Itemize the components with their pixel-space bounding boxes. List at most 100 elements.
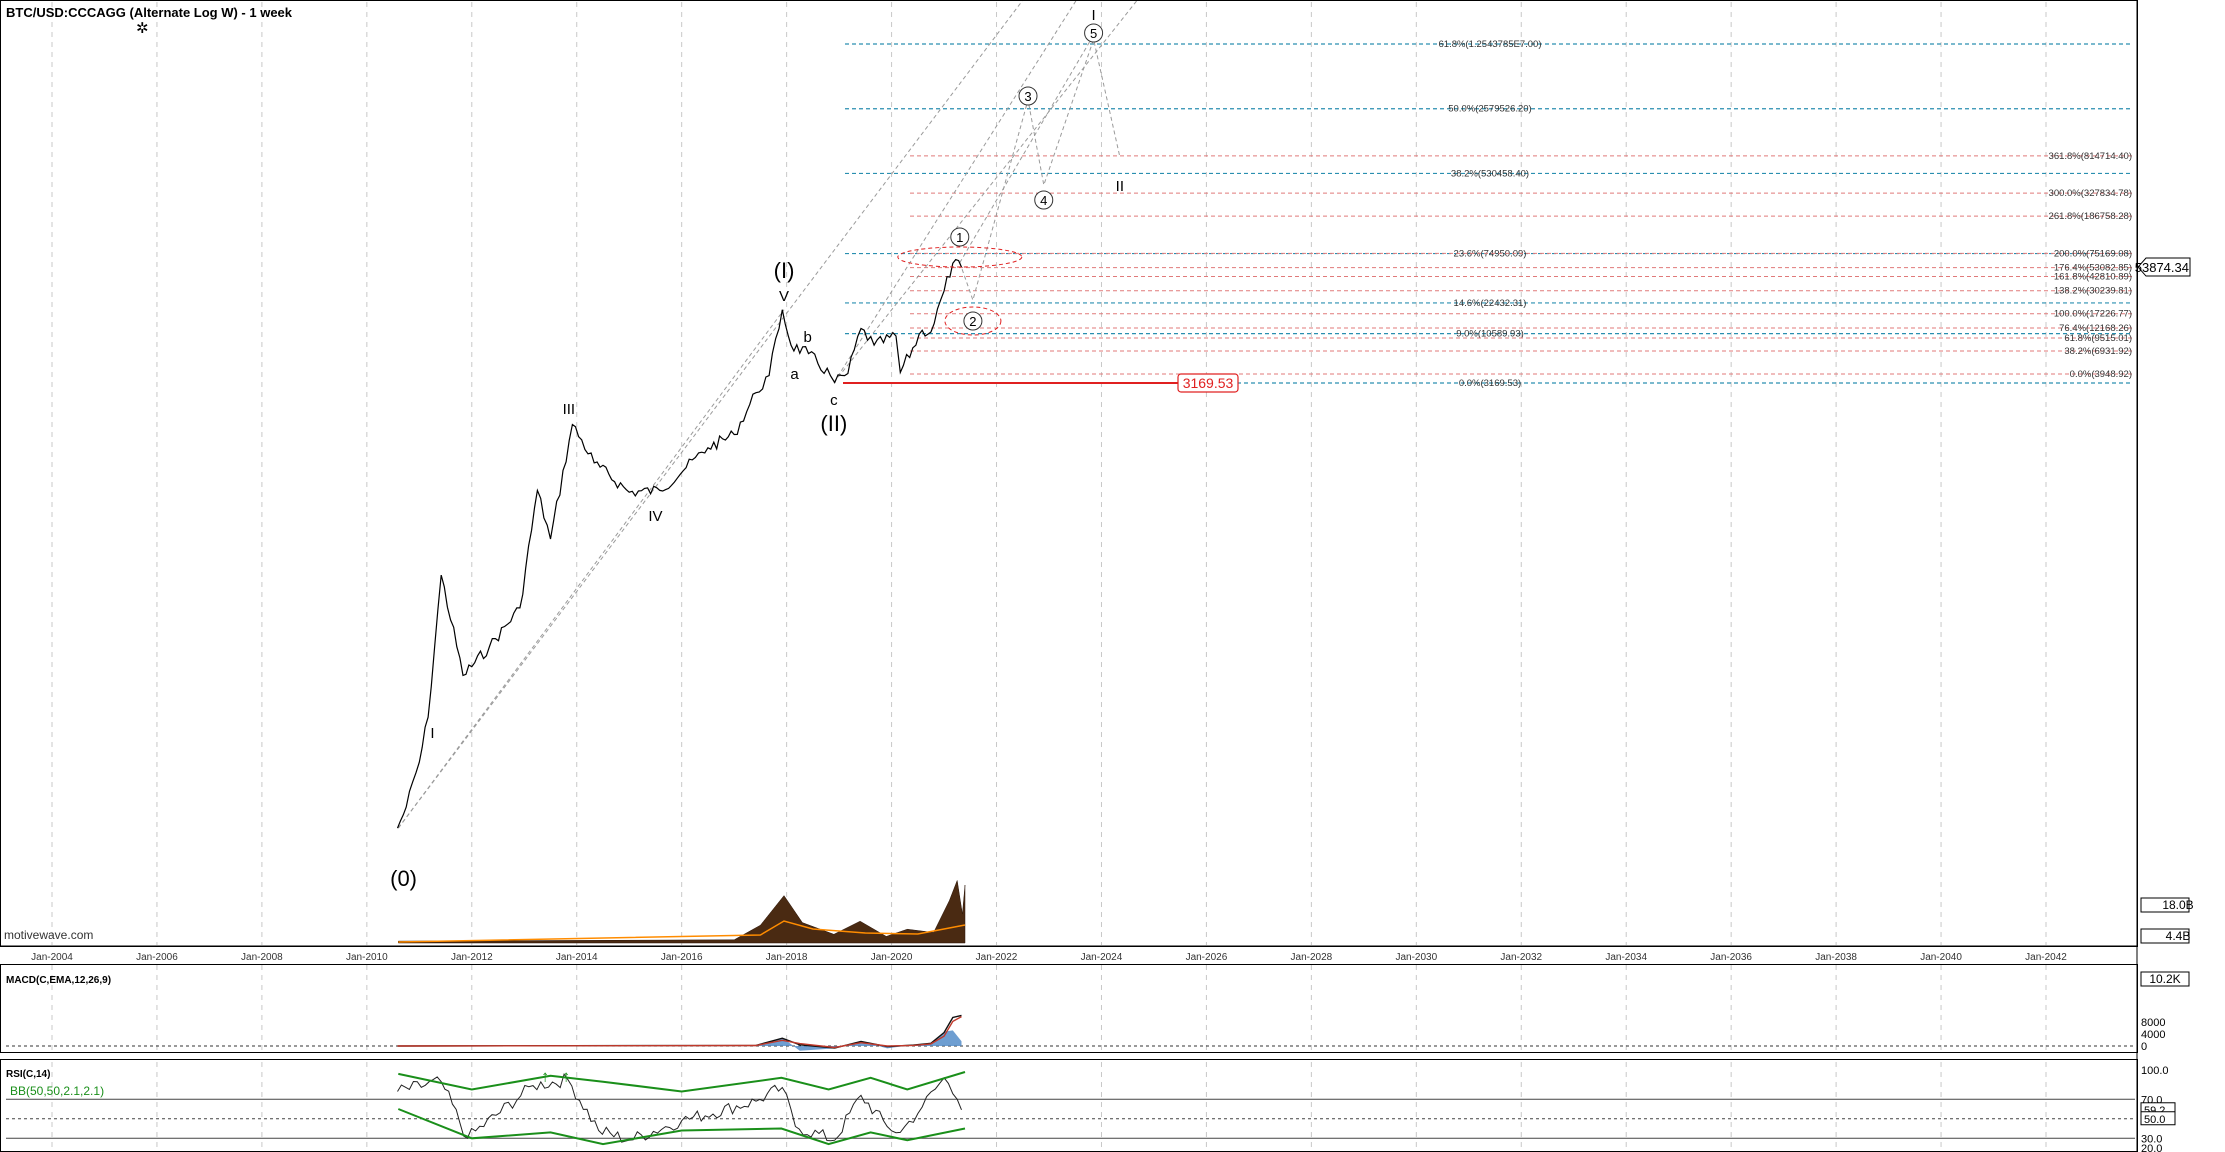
x-tick-label: Jan-2028: [1291, 952, 1333, 963]
volume-axis-label: 4.4B: [2166, 929, 2191, 943]
x-tick-label: Jan-2026: [1186, 952, 1228, 963]
wave-label-2-circle: [963, 311, 983, 331]
rsi-value-box: [2140, 1111, 2176, 1126]
x-tick-label: Jan-2014: [556, 952, 598, 963]
fib-red-label: 361.8%(814714.40): [2049, 151, 2132, 162]
x-tick-label: Jan-2020: [871, 952, 913, 963]
trend-line: [397, 0, 1024, 829]
macd-y-tick: 4000: [2141, 1029, 2165, 1041]
fib-blue-label: 38.2%(530458.40): [1451, 168, 1529, 179]
fib-blue-label: 9.0%(10589.93): [1456, 329, 1524, 340]
fib-red-label: 38.2%(6931.92): [2064, 346, 2132, 357]
wave-label-cycle-i: (I): [774, 258, 795, 283]
bb-lower-band: [397, 1108, 966, 1146]
wave-label-5: 5: [1090, 26, 1097, 41]
macd-y-tick: 0: [2141, 1041, 2147, 1053]
gear-icon[interactable]: ✲: [136, 20, 149, 37]
fib-blue-label: 14.6%(22432.31): [1454, 298, 1527, 309]
x-tick-label: Jan-2010: [346, 952, 388, 963]
x-tick-label: Jan-2030: [1395, 952, 1437, 963]
macd-current-value: 10.2K: [2149, 972, 2180, 986]
x-tick-label: Jan-2042: [2025, 952, 2067, 963]
fib-red-label: 161.8%(42810.89): [2054, 271, 2132, 282]
volume-axis-label: 18.0B: [2162, 898, 2193, 912]
projection-path: [959, 37, 1121, 302]
x-tick-label: Jan-2034: [1605, 952, 1647, 963]
fib-red-label: 100.0%(17226.77): [2054, 309, 2132, 320]
bb-upper-band: [398, 1071, 966, 1093]
rsi-title: RSI(C,14): [6, 1069, 50, 1080]
fib-blue-label: 50.0%(2579526.20): [1448, 104, 1531, 115]
wave-label-4-circle: [1034, 190, 1054, 210]
rsi-bb-label: BB(50,50,2.1,2.1): [10, 1084, 104, 1098]
rsi-current-value: 50.0: [2144, 1114, 2165, 1126]
rsi-y-tick: 100.0: [2141, 1065, 2169, 1077]
wave-label-iii: III: [563, 401, 576, 418]
x-tick-label: Jan-2022: [976, 952, 1018, 963]
wave-label-proj-ii: II: [1116, 178, 1124, 195]
volume-bars: [398, 879, 966, 944]
support-label: 3169.53: [1183, 375, 1234, 391]
rsi-y-tick: 20.0: [2141, 1143, 2162, 1152]
support-label-box: [1177, 373, 1239, 393]
chart-title: BTC/USD:CCCAGG (Alternate Log W) - 1 wee…: [6, 5, 293, 20]
fib-red-label: 200.0%(75169.08): [2054, 248, 2132, 259]
trend-line: [959, 39, 1092, 263]
fib-red-label: 261.8%(186758.28): [2049, 211, 2132, 222]
x-tick-label: Jan-2016: [661, 952, 703, 963]
x-tick-label: Jan-2032: [1500, 952, 1542, 963]
x-tick-label: Jan-2006: [136, 952, 178, 963]
wave-label-proj-i: I: [1092, 7, 1096, 24]
macd-y-tick: 8000: [2141, 1017, 2165, 1029]
fib-red-label: 0.0%(3948.92): [2070, 369, 2132, 380]
watermark: motivewave.com: [4, 928, 93, 942]
trend-line: [833, 0, 1078, 383]
fib-red-label: 176.4%(53082.85): [2054, 263, 2132, 274]
fib-red-label: 61.8%(9515.01): [2064, 333, 2132, 344]
wave-label-3-circle: [1018, 86, 1038, 106]
current-price-tag: [2137, 257, 2191, 277]
wave-label-v: V: [779, 288, 789, 305]
volume-label-box: [2140, 928, 2190, 944]
x-tick-label: Jan-2012: [451, 952, 493, 963]
x-tick-label: Jan-2036: [1710, 952, 1752, 963]
fib-red-label: 138.2%(30239.81): [2054, 286, 2132, 297]
wave-label-1-circle: [950, 227, 970, 247]
volume-label-box: [2140, 897, 2190, 913]
wave-label-a: a: [790, 366, 799, 383]
wave-label-4: 4: [1040, 193, 1047, 208]
x-tick-label: Jan-2004: [31, 952, 73, 963]
wave-label-5-circle: [1084, 23, 1104, 43]
wave-label-2: 2: [969, 314, 976, 329]
wave-label-0: (0): [390, 866, 417, 891]
x-tick-label: Jan-2008: [241, 952, 283, 963]
fib-blue-label: 23.6%(74950.09): [1454, 249, 1527, 260]
macd-line-1: [397, 1015, 962, 1049]
wave-label-i: I: [430, 725, 434, 742]
wave-label-3: 3: [1024, 89, 1031, 104]
x-tick-label: Jan-2024: [1081, 952, 1123, 963]
wave-label-c: c: [830, 392, 838, 409]
rsi-y-tick: 30.0: [2141, 1133, 2162, 1145]
x-tick-label: Jan-2018: [766, 952, 808, 963]
fib-red-label: 76.4%(12168.26): [2059, 323, 2132, 334]
current-price-label: 53874.34: [2135, 260, 2189, 275]
fib-red-label: 300.0%(327834.78): [2049, 188, 2132, 199]
trend-line: [397, 309, 785, 829]
target-ellipse-2: [944, 306, 1002, 336]
wave-label-b: b: [803, 329, 811, 346]
fib-blue-label: 61.8%(1.2543785E7.00): [1439, 39, 1542, 50]
volume-average-line: [398, 920, 966, 943]
fib-blue-label: 0.0%(3169.53): [1459, 378, 1521, 389]
wave-label-1: 1: [956, 230, 963, 245]
x-tick-label: Jan-2038: [1815, 952, 1857, 963]
macd-value-box: [2140, 971, 2190, 987]
wave-label-iv: IV: [648, 508, 662, 525]
target-ellipse-1: [897, 246, 1023, 268]
x-tick-label: Jan-2040: [1920, 952, 1962, 963]
rsi-signal-arrow: ↑: [541, 1069, 549, 1086]
rsi-signal-arrow: ↑: [562, 1069, 570, 1086]
rsi-line: [397, 1072, 962, 1143]
